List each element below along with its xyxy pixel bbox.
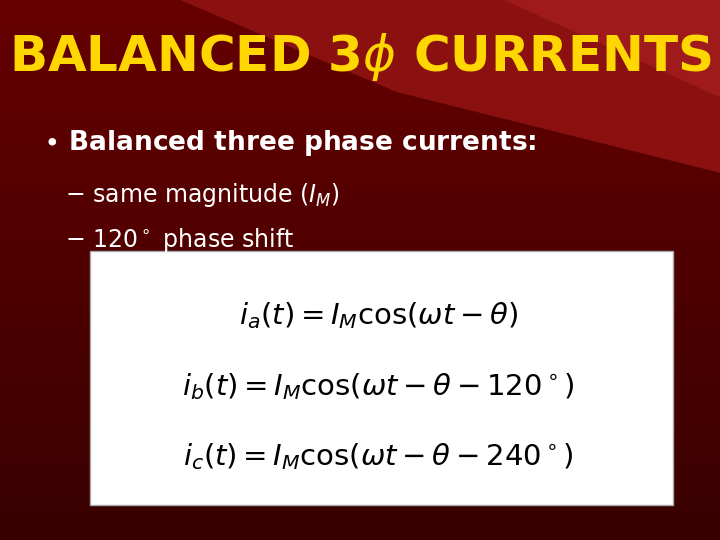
Text: $i_a(t) = I_M \cos(\omega t - \theta)$: $i_a(t) = I_M \cos(\omega t - \theta)$	[238, 300, 518, 332]
Polygon shape	[0, 0, 720, 173]
FancyBboxPatch shape	[90, 251, 673, 505]
Text: $-$ same magnitude ($I_M$): $-$ same magnitude ($I_M$)	[65, 181, 340, 210]
Text: BALANCED 3$\phi$ CURRENTS: BALANCED 3$\phi$ CURRENTS	[9, 31, 711, 83]
Text: $i_b(t) = I_M \cos(\omega t - \theta - 120^\circ)$: $i_b(t) = I_M \cos(\omega t - \theta - 1…	[181, 370, 575, 402]
Polygon shape	[324, 0, 720, 97]
Text: $\bullet$ Balanced three phase currents:: $\bullet$ Balanced three phase currents:	[43, 128, 536, 158]
Text: $-$ 120$^\circ$ phase shift: $-$ 120$^\circ$ phase shift	[65, 226, 294, 254]
Text: $i_c(t) = I_M \cos(\omega t - \theta - 240^\circ)$: $i_c(t) = I_M \cos(\omega t - \theta - 2…	[183, 441, 573, 472]
